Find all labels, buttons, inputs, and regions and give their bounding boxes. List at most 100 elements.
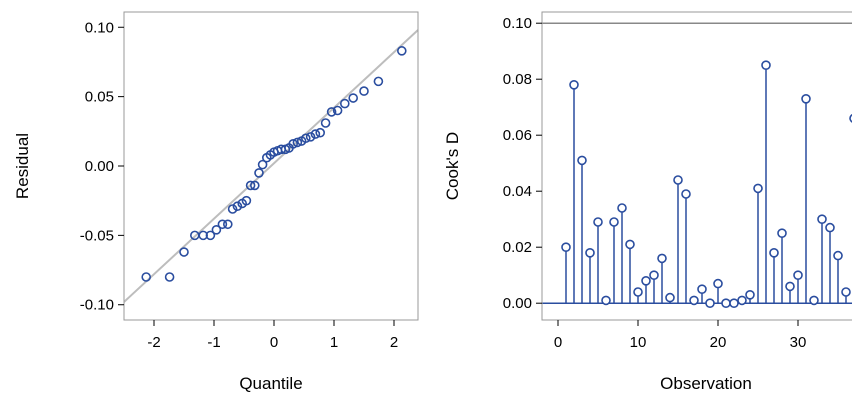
qq-point: [254, 168, 264, 178]
cooks-d-point: [721, 298, 731, 309]
qq-point: [300, 133, 311, 144]
qq-point: [179, 247, 189, 257]
qq-y-axis: -0.10 -0.05 0.00 0.05 0.10: [80, 19, 124, 314]
qq-point: [257, 159, 268, 170]
qq-point: [315, 127, 326, 138]
qq-y-tick-label: 0.05: [85, 89, 114, 106]
cooks-d-point: [737, 295, 747, 306]
qq-point: [339, 98, 350, 109]
cooks-d-point: [625, 239, 635, 250]
qq-point: [241, 195, 252, 206]
cooks-d-point: [753, 183, 763, 194]
cooks-d-point: [785, 281, 795, 292]
cooks-d-point: [817, 214, 827, 224]
cooks-d-point: [801, 94, 811, 104]
cooks-d-x-tick-label: 20: [710, 334, 727, 351]
qq-point: [373, 76, 384, 87]
cooks-d-panel: 010203040 0.000.020.040.060.080.10 Obser…: [443, 11, 852, 393]
cooks-d-point: [825, 222, 835, 233]
cooks-d-frame: [541, 11, 852, 321]
qq-y-axis-title: Residual: [13, 133, 32, 199]
cooks-d-y-axis: 0.00 0.02 0.04 0.06 0.08 0.10: [503, 15, 542, 312]
cooks-d-point: [689, 295, 699, 306]
cooks-d-point: [793, 270, 803, 281]
qq-reference-line-group: [123, 29, 419, 303]
qq-x-tick-label: -2: [147, 334, 160, 351]
cooks-d-point: [585, 248, 595, 258]
cooks-d-point: [705, 298, 715, 309]
qq-point: [245, 180, 256, 191]
cooks-d-point: [577, 155, 587, 166]
qq-y-tick-label: 0.00: [85, 158, 114, 175]
qq-y-tick-label: -0.05: [80, 227, 114, 244]
cooks-d-point: [649, 270, 659, 281]
cooks-d-point: [769, 248, 779, 258]
cooks-d-point: [841, 287, 851, 297]
qq-point: [232, 201, 243, 212]
cooks-d-point: [673, 175, 683, 185]
qq-point: [250, 180, 260, 191]
qq-point: [164, 272, 175, 282]
qq-x-axis-title: Quantile: [239, 374, 302, 393]
qq-point: [198, 230, 208, 241]
cooks-d-needles-group: [561, 60, 852, 309]
cooks-d-point: [641, 275, 651, 286]
cooks-d-x-tick-label: 0: [554, 334, 562, 351]
cooks-d-point: [777, 228, 787, 238]
qq-point: [310, 129, 321, 139]
qq-point: [396, 46, 407, 56]
cooks-d-x-tick-label: 10: [630, 334, 647, 351]
qq-point: [217, 219, 228, 230]
qq-point: [332, 105, 343, 116]
cooks-d-x-tick-label: 30: [790, 334, 807, 351]
qq-point: [305, 132, 316, 142]
cooks-d-y-tick-label: 0.08: [503, 71, 532, 88]
qq-x-tick-label: 2: [390, 334, 398, 351]
cooks-d-point: [833, 250, 843, 261]
qq-point: [211, 225, 222, 235]
qq-y-tick-label: -0.10: [80, 297, 114, 314]
cooks-d-point: [745, 289, 755, 300]
cooks-d-y-tick-label: 0.06: [503, 127, 532, 144]
cooks-d-point: [569, 80, 579, 90]
cooks-d-point: [609, 217, 619, 227]
cooks-d-point: [681, 189, 691, 199]
qq-y-tick-label: 0.10: [85, 19, 114, 36]
cooks-d-point: [633, 287, 643, 297]
cooks-d-point: [561, 242, 571, 252]
cooks-d-point: [601, 295, 611, 306]
cooks-d-point: [617, 203, 627, 213]
cooks-d-x-axis: 010203040: [554, 320, 807, 351]
cooks-d-y-tick-label: 0.02: [503, 239, 532, 256]
qq-x-axis: -2 -1 0 1 2: [147, 320, 398, 351]
qq-point: [205, 230, 216, 241]
qq-points-group: [141, 46, 407, 282]
qq-plot-panel: -2 -1 0 1 2 -0.10-0.050.000.050.10 Quantile …: [13, 11, 419, 393]
cooks-d-point: [697, 284, 707, 295]
qq-reference-line: [123, 29, 419, 303]
qq-point: [227, 204, 238, 214]
cooks-d-y-tick-label: 0.00: [503, 295, 532, 312]
cooks-d-y-axis-title: Cook's D: [443, 132, 462, 200]
cooks-d-point: [761, 60, 771, 70]
qq-point: [348, 93, 359, 103]
cooks-d-point: [657, 253, 667, 264]
cooks-d-point: [593, 217, 603, 227]
qq-x-tick-label: -1: [207, 334, 220, 351]
qq-point: [141, 272, 151, 282]
cooks-d-x-axis-title: Observation: [660, 374, 752, 393]
cooks-d-point: [729, 298, 739, 309]
cooks-d-y-tick-label: 0.10: [503, 15, 532, 32]
qq-x-tick-label: 0: [270, 334, 278, 351]
qq-point: [223, 219, 233, 230]
cooks-d-y-tick-label: 0.04: [503, 183, 532, 200]
qq-point: [326, 107, 337, 117]
qq-point: [359, 86, 369, 96]
cooks-d-point: [665, 292, 675, 303]
cooks-d-point: [713, 278, 723, 289]
qq-point: [320, 118, 331, 128]
qq-point: [288, 139, 299, 149]
qq-x-tick-label: 1: [330, 334, 338, 351]
